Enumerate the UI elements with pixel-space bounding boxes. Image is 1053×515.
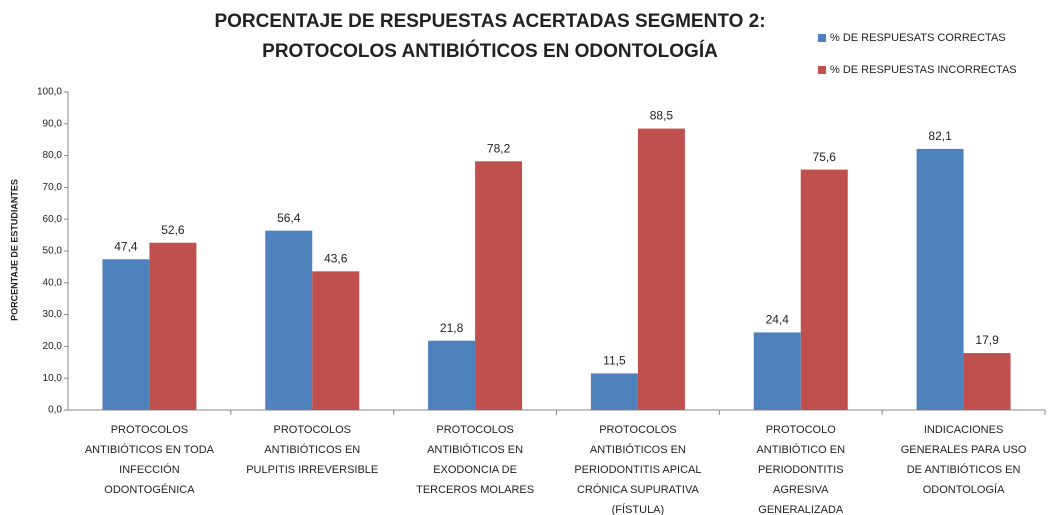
x-tick-label: AGRESIVA [773, 484, 829, 496]
bar [963, 353, 1011, 410]
value-label: 11,5 [603, 354, 626, 368]
x-tick-label: INFECCIÓN [119, 463, 180, 476]
bar [637, 128, 685, 410]
legend-label: % DE RESPUESATS CORRECTAS [830, 32, 1006, 44]
x-tick-label: TERCEROS MOLARES [416, 484, 534, 496]
y-tick-label: 10,0 [43, 373, 63, 384]
x-tick-label: (FÍSTULA) [612, 503, 665, 515]
x-tick-label: GENERALIZADA [758, 504, 844, 515]
x-tick-label: INDICACIONES [924, 424, 1003, 436]
x-tick-label: ANTIBIÓTICOS EN [427, 443, 523, 456]
bar [753, 332, 801, 410]
x-tick-label: PROTOCOLOS [274, 424, 351, 436]
y-tick-label: 100,0 [37, 87, 62, 98]
bar [428, 340, 476, 410]
bar [149, 242, 197, 410]
value-label: 21,8 [440, 321, 464, 335]
value-label: 24,4 [766, 313, 790, 327]
x-tick-label: PERIODONTITIS APICAL [574, 464, 701, 476]
y-tick-label: 40,0 [43, 277, 63, 288]
value-label: 17,9 [975, 333, 999, 347]
x-tick-label: ANTIBIÓTICOS EN [264, 443, 360, 456]
legend-label: % DE RESPUESTAS INCORRECTAS [830, 64, 1017, 76]
value-label: 52,6 [161, 223, 185, 237]
y-axis-label: PORCENTAJE DE ESTUDIANTES [9, 179, 19, 321]
x-tick-label: DE ANTIBIÓTICOS EN [907, 463, 1021, 476]
y-tick-label: 60,0 [43, 214, 63, 225]
x-tick-label: EXODONCIA DE [433, 464, 517, 476]
y-tick-label: 70,0 [43, 182, 63, 193]
bar [312, 271, 360, 410]
chart-title: PROTOCOLOS ANTIBIÓTICOS EN ODONTOLOGÍA [262, 40, 718, 62]
x-tick-label: ANTIBIÓTICO EN [756, 443, 845, 456]
x-tick-label: PROTOCOLO [766, 424, 837, 436]
bar [475, 161, 523, 410]
x-tick-label: GENERALES PARA USO [901, 444, 1027, 456]
y-tick-label: 20,0 [43, 341, 63, 352]
x-tick-label: PULPITIS IRREVERSIBLE [246, 464, 378, 476]
legend-swatch [818, 34, 826, 42]
x-tick-label: ANTIBIÓTICOS EN TODA [85, 443, 215, 456]
bar [590, 373, 638, 410]
bar [265, 230, 313, 410]
bar [800, 169, 848, 410]
x-tick-label: PROTOCOLOS [436, 424, 513, 436]
legend-swatch [818, 66, 826, 74]
value-label: 82,1 [928, 129, 952, 143]
bar [102, 259, 150, 410]
y-tick-label: 50,0 [43, 246, 63, 257]
x-tick-label: ODONTOGÉNICA [104, 483, 195, 496]
y-tick-label: 0,0 [48, 405, 62, 416]
x-tick-label: ODONTOLOGÍA [923, 483, 1005, 496]
x-tick-label: PROTOCOLOS [599, 424, 676, 436]
value-label: 56,4 [277, 211, 301, 225]
x-tick-label: CRÓNICA SUPURATIVA [577, 483, 699, 496]
chart-title: PORCENTAJE DE RESPUESTAS ACERTADAS SEGME… [214, 11, 765, 32]
value-label: 43,6 [324, 252, 348, 266]
x-tick-label: ANTIBIÓTICOS EN [590, 443, 686, 456]
y-tick-label: 80,0 [43, 150, 63, 161]
x-tick-label: PROTOCOLOS [111, 424, 188, 436]
x-tick-label: PERIODONTITIS [758, 464, 844, 476]
bar [916, 148, 964, 410]
y-tick-label: 90,0 [43, 118, 63, 129]
value-label: 47,4 [114, 239, 138, 253]
value-label: 88,5 [650, 109, 674, 123]
value-label: 75,6 [813, 150, 837, 164]
value-label: 78,2 [487, 141, 511, 155]
y-tick-label: 30,0 [43, 309, 63, 320]
